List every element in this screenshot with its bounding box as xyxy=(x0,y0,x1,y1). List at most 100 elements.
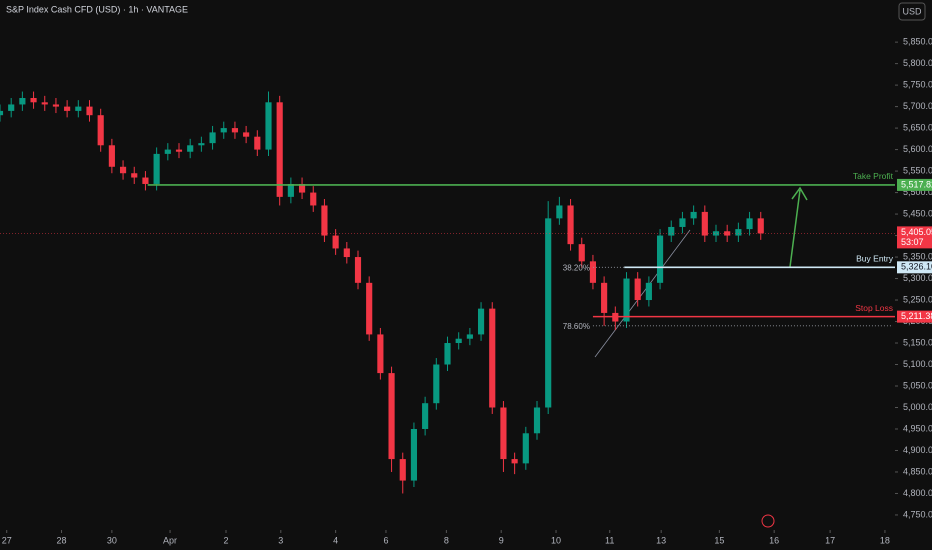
candle-body xyxy=(332,235,339,249)
y-tick-label: 5,100.00 xyxy=(903,359,932,369)
y-tick-label: 5,750.00 xyxy=(903,79,932,89)
candle-body xyxy=(276,102,283,197)
candle-body xyxy=(354,257,362,283)
candle-body xyxy=(679,218,686,227)
y-tick-label: 5,300.00 xyxy=(903,273,932,283)
candle-body xyxy=(64,106,71,111)
candle-body xyxy=(119,166,127,174)
candle-body xyxy=(153,153,160,184)
candle-body xyxy=(712,231,720,236)
level-name: Take Profit xyxy=(853,171,894,181)
candle-body xyxy=(455,338,462,344)
x-tick-label: Apr xyxy=(163,535,177,545)
currency-box[interactable] xyxy=(898,2,926,21)
x-tick-label: 13 xyxy=(656,535,666,545)
candle-body xyxy=(321,205,328,236)
x-tick-label: 17 xyxy=(825,535,835,545)
candle-body xyxy=(601,282,608,313)
candle-body xyxy=(556,205,563,219)
candle-body xyxy=(634,278,641,301)
candle-body xyxy=(8,104,15,111)
x-tick-label: 15 xyxy=(714,535,724,545)
candle-body xyxy=(41,102,48,105)
y-tick-label: 5,650.00 xyxy=(903,122,932,132)
candle-body xyxy=(757,218,764,234)
x-tick-label: 11 xyxy=(605,535,614,545)
candle-body xyxy=(131,173,138,178)
candle-body xyxy=(444,343,451,365)
x-tick-label: 27 xyxy=(2,535,12,545)
candle-body xyxy=(399,459,406,481)
candle-body xyxy=(30,98,37,103)
currency[interactable]: USD xyxy=(902,6,922,16)
y-tick-label: 5,850.00 xyxy=(903,36,932,46)
event-icon[interactable] xyxy=(761,514,775,528)
level-name: Stop Loss xyxy=(855,303,893,313)
candle-body xyxy=(388,373,395,460)
y-tick-label: 5,450.00 xyxy=(903,208,932,218)
candle-body xyxy=(243,132,250,137)
x-tick-label: 28 xyxy=(57,535,67,545)
x-tick-label: 4 xyxy=(333,535,338,545)
candle-body xyxy=(254,136,261,150)
candle-body xyxy=(623,278,630,322)
candle-body xyxy=(187,145,194,152)
candle-body xyxy=(746,218,753,230)
candle-body xyxy=(533,407,541,434)
y-tick-label: 5,000.00 xyxy=(903,402,932,412)
countdown: 53:07 xyxy=(901,237,924,247)
candle-body xyxy=(86,106,93,116)
candle-body xyxy=(310,192,317,206)
x-tick-label: 18 xyxy=(880,535,890,545)
candle-body xyxy=(690,211,697,219)
candle-body xyxy=(433,364,440,404)
level-value-box xyxy=(897,310,932,323)
y-tick-label: 5,350.00 xyxy=(903,251,932,261)
candle-body xyxy=(343,248,350,258)
candle-body xyxy=(656,235,664,283)
x-tick-label: 3 xyxy=(278,535,283,545)
y-tick-label: 4,750.00 xyxy=(903,509,932,519)
chart-title: S&P Index Cash CFD (USD) · 1h · VANTAGE xyxy=(6,4,188,14)
level-value-box xyxy=(897,261,932,274)
candle-body xyxy=(578,244,585,262)
last-price-box xyxy=(897,226,932,249)
target-arrow xyxy=(789,186,808,268)
x-tick-label: 8 xyxy=(444,535,449,545)
y-tick-label: 5,600.00 xyxy=(903,144,932,154)
fib-trend-line xyxy=(594,229,691,358)
candle-body xyxy=(567,205,574,245)
candle-body xyxy=(108,145,115,167)
fib-label: 78.60% xyxy=(563,322,590,331)
candle-body xyxy=(477,308,485,335)
candle-body xyxy=(545,218,552,408)
candle-body xyxy=(466,334,473,339)
candle-body xyxy=(724,231,731,236)
candle-body xyxy=(0,110,4,116)
candle-body xyxy=(142,177,149,184)
x-tick-label: 10 xyxy=(551,535,561,545)
candle-body xyxy=(287,183,294,197)
candle-body xyxy=(511,459,518,464)
y-tick-label: 5,550.00 xyxy=(903,165,932,175)
candle-body xyxy=(645,282,652,301)
y-tick-label: 5,500.00 xyxy=(903,187,932,197)
candle-body xyxy=(377,334,384,374)
level-value: 5,326.10 xyxy=(901,262,932,272)
candle-body xyxy=(701,211,708,236)
candle-body xyxy=(489,308,496,408)
candle-body xyxy=(410,428,418,481)
candle-body xyxy=(298,183,306,193)
candle-body xyxy=(97,115,104,146)
y-tick-label: 5,150.00 xyxy=(903,337,932,347)
level-value: 5,517.82 xyxy=(901,179,932,189)
fib-label: 38.20% xyxy=(563,263,590,272)
candle-body xyxy=(52,104,60,107)
candle-body xyxy=(175,149,183,152)
y-tick-label: 5,800.00 xyxy=(903,58,932,68)
candle-body xyxy=(522,433,529,464)
candle-body xyxy=(422,403,429,429)
